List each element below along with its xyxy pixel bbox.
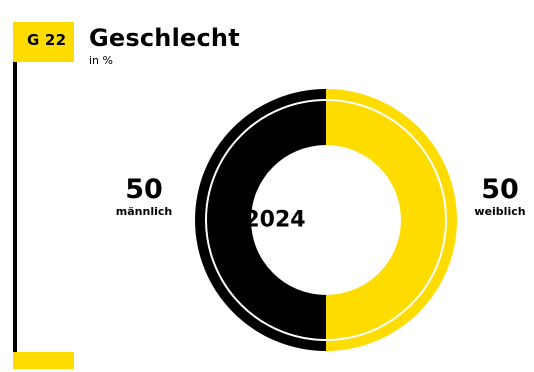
inner-separator-ring xyxy=(205,99,447,341)
slice-category-weiblich: weiblich xyxy=(474,205,526,218)
footer-accent-bar xyxy=(13,352,74,369)
slice-value-weiblich: 50 xyxy=(481,174,519,205)
slice-category-maennlich: männlich xyxy=(115,205,173,218)
slice-value-maennlich: 50 xyxy=(125,174,163,205)
slice-label-maennlich: 50 männlich xyxy=(108,174,180,219)
accent-vertical-rule xyxy=(13,62,17,352)
donut-slice-weiblich xyxy=(326,89,457,351)
center-year-label: 2024 xyxy=(244,207,306,233)
chart-title: Geschlecht xyxy=(89,24,240,52)
slice-label-weiblich: 50 weiblich xyxy=(464,174,534,219)
figure-number-badge: G 22 xyxy=(13,22,74,62)
donut-slice-maennlich xyxy=(195,89,326,351)
chart-unit: in % xyxy=(89,54,113,67)
